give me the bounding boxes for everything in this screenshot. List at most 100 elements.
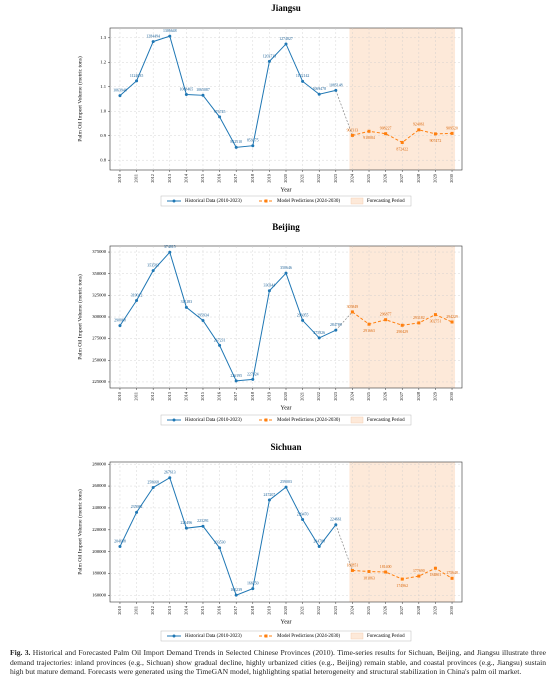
marker — [384, 570, 388, 574]
x-axis-label: Year — [280, 187, 291, 193]
x-tick-label: 2017 — [233, 173, 238, 183]
data-label: 907472 — [430, 139, 442, 143]
x-tick-label: 2018 — [250, 391, 255, 401]
y-tick-label: 225000 — [92, 379, 106, 384]
marker — [201, 93, 205, 97]
marker — [367, 129, 371, 133]
data-label: 976745 — [214, 110, 226, 114]
x-tick-label: 2016 — [217, 605, 222, 615]
data-label: 290068 — [114, 318, 126, 322]
x-tick-label: 2011 — [134, 606, 139, 615]
y-tick-label: 200000 — [92, 549, 106, 554]
data-label: 1063940 — [113, 88, 127, 92]
x-axis-label: Year — [280, 619, 291, 625]
x-tick-label: 2029 — [432, 173, 437, 183]
data-label: 160239 — [230, 588, 242, 592]
marker — [151, 269, 155, 273]
x-tick-label: 2017 — [233, 605, 238, 615]
x-tick-label: 2021 — [300, 392, 305, 401]
marker — [367, 570, 371, 574]
marker — [284, 485, 288, 489]
marker — [384, 318, 388, 322]
marker — [301, 79, 305, 83]
data-label: 177690 — [413, 569, 425, 573]
marker — [168, 34, 172, 38]
x-tick-label: 2018 — [250, 173, 255, 183]
x-tick-label: 2022 — [316, 606, 321, 615]
x-tick-label: 2016 — [217, 391, 222, 401]
y-tick-label: 0.8 — [100, 157, 106, 162]
legend-marker — [264, 418, 268, 422]
y-tick-label: 275000 — [92, 336, 106, 341]
marker — [135, 510, 139, 514]
x-tick-label: 2023 — [333, 605, 338, 615]
data-label: 226195 — [230, 374, 242, 378]
marker — [201, 524, 205, 528]
legend-marker — [172, 199, 176, 203]
marker — [251, 587, 255, 591]
marker — [284, 42, 288, 46]
marker — [135, 79, 139, 83]
y-axis-label: Palm Oil Import Volume (metric tons) — [76, 274, 83, 360]
x-tick-label: 2029 — [432, 605, 437, 615]
x-tick-label: 2026 — [383, 605, 388, 615]
legend: Historical Data (2010-2023) Model Predict… — [160, 195, 412, 207]
marker — [433, 132, 437, 136]
data-label: 374815 — [164, 245, 176, 249]
marker — [317, 336, 321, 340]
series-line — [119, 476, 337, 596]
legend: Historical Data (2010-2023) Model Predict… — [160, 630, 412, 642]
legend-frame — [160, 414, 412, 426]
x-tick-label: 2030 — [449, 391, 454, 401]
x-tick-label: 2017 — [233, 391, 238, 401]
data-label: 909520 — [446, 126, 458, 130]
marker — [334, 88, 338, 92]
y-tick-label: 280000 — [92, 461, 106, 466]
x-tick-label: 2021 — [300, 606, 305, 615]
transition-line — [335, 524, 353, 571]
chart-title: Jiangsu — [271, 3, 301, 13]
x-tick-label: 2010 — [117, 391, 122, 401]
series-line — [119, 251, 337, 382]
y-tick-label: 1.1 — [100, 84, 106, 89]
data-label: 353583 — [147, 263, 159, 267]
chart-title: Beijing — [272, 222, 300, 232]
x-tick-label: 2023 — [333, 391, 338, 401]
marker — [267, 289, 271, 293]
x-tick-label: 2025 — [366, 605, 371, 615]
x-tick-label: 2014 — [183, 391, 188, 401]
marker — [450, 320, 454, 324]
data-label: 1274827 — [279, 37, 293, 41]
legend-label: Model Predictions (2024-2030) — [277, 199, 340, 204]
marker — [218, 115, 222, 119]
x-tick-label: 2028 — [416, 391, 421, 401]
marker — [417, 128, 421, 132]
legend-patch — [350, 197, 364, 205]
marker — [184, 305, 188, 309]
charts: Jiangsu 0.8 0.9 1.0 1.1 1.2 1.3 2010 2011 2012 201… — [76, 3, 463, 642]
x-tick-label: 2019 — [266, 391, 271, 401]
marker — [151, 40, 155, 44]
legend-label: Forecasting Period — [367, 418, 405, 423]
data-label: 247207 — [264, 493, 276, 497]
x-tick-label: 2020 — [283, 391, 288, 401]
marker — [234, 593, 238, 597]
marker — [118, 545, 122, 549]
data-label: 221496 — [181, 521, 193, 525]
x-tick-label: 2012 — [150, 174, 155, 183]
data-label: 901313 — [347, 128, 359, 132]
data-label: 258668 — [147, 480, 159, 484]
data-label: 1065087 — [196, 88, 210, 92]
caption-text: Historical and Forecasted Palm Oil Impor… — [10, 648, 547, 677]
data-label: 204788 — [313, 539, 325, 543]
x-tick-label: 2024 — [349, 173, 354, 183]
forecast-region — [349, 28, 456, 170]
data-label: 908227 — [380, 127, 392, 131]
marker — [267, 498, 271, 502]
data-label: 293182 — [413, 316, 425, 320]
data-label: 1085148 — [329, 83, 343, 87]
data-label: 311183 — [181, 300, 192, 304]
data-label: 229470 — [297, 512, 309, 516]
legend: Historical Data (2010-2023) Model Predict… — [160, 414, 412, 426]
data-label: 1306648 — [163, 29, 177, 33]
